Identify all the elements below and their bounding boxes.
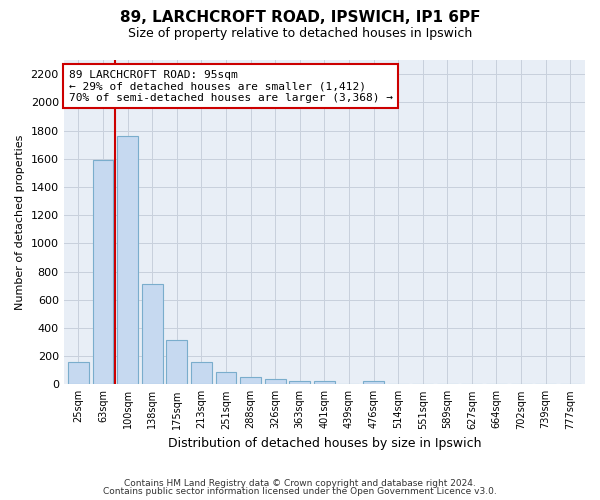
Bar <box>92 160 113 384</box>
Text: Contains public sector information licensed under the Open Government Licence v3: Contains public sector information licen… <box>103 488 497 496</box>
Bar <box>68 362 89 384</box>
Bar <box>166 340 187 384</box>
Bar <box>191 362 212 384</box>
Bar <box>314 382 335 384</box>
Bar <box>142 284 163 384</box>
Bar <box>117 136 138 384</box>
Text: 89, LARCHCROFT ROAD, IPSWICH, IP1 6PF: 89, LARCHCROFT ROAD, IPSWICH, IP1 6PF <box>120 10 480 25</box>
Text: Contains HM Land Registry data © Crown copyright and database right 2024.: Contains HM Land Registry data © Crown c… <box>124 478 476 488</box>
Text: 89 LARCHCROFT ROAD: 95sqm
← 29% of detached houses are smaller (1,412)
70% of se: 89 LARCHCROFT ROAD: 95sqm ← 29% of detac… <box>69 70 393 103</box>
X-axis label: Distribution of detached houses by size in Ipswich: Distribution of detached houses by size … <box>167 437 481 450</box>
Bar <box>240 376 261 384</box>
Bar <box>215 372 236 384</box>
Bar <box>265 380 286 384</box>
Bar <box>363 382 384 384</box>
Text: Size of property relative to detached houses in Ipswich: Size of property relative to detached ho… <box>128 28 472 40</box>
Bar <box>289 381 310 384</box>
Y-axis label: Number of detached properties: Number of detached properties <box>15 134 25 310</box>
